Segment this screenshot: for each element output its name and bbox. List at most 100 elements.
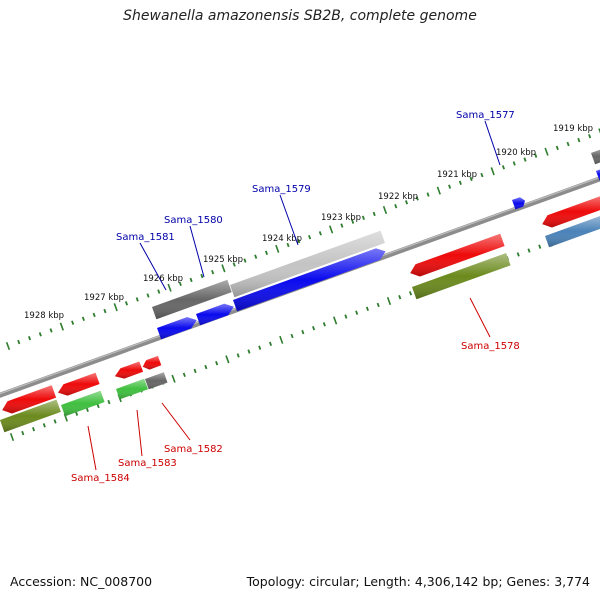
gene-sama-1583-green[interactable] [116, 378, 148, 400]
genome-stats: Topology: circular; Length: 4,306,142 bp… [246, 574, 590, 589]
outer-tick [544, 147, 549, 156]
gene-label-bottom[interactable]: Sama_1578 [461, 341, 520, 352]
label-leader-line [161, 402, 191, 441]
outer-tick [59, 322, 64, 331]
inner-tick [290, 333, 294, 339]
gene-labels: Sama_1581 Sama_1580 Sama_1579 Sama_1577 Sama… [71, 110, 520, 484]
gene-1577-steel[interactable] [545, 216, 600, 248]
outer-tick [490, 167, 495, 176]
kbp-label: 1919 kbp [553, 124, 593, 134]
gene-sama-1584-red[interactable] [2, 385, 57, 414]
gene-sama-1577[interactable] [512, 197, 525, 210]
inner-tick [21, 430, 25, 436]
outer-tick [436, 186, 441, 195]
outer-tick [103, 308, 107, 314]
inner-tick [408, 291, 413, 296]
outer-tick [512, 161, 516, 166]
outer-tick [221, 264, 226, 273]
outer-tick [113, 303, 118, 312]
gene-sama-1578[interactable] [410, 233, 505, 277]
label-leader-line [484, 120, 501, 166]
gene-sama-1582-red[interactable] [142, 355, 162, 370]
outer-tick [566, 141, 570, 147]
gene-label-top[interactable]: Sama_1581 [116, 232, 175, 243]
inner-tick [538, 244, 542, 249]
gene-sama-1583-red[interactable] [114, 361, 144, 379]
outer-tick [146, 293, 150, 298]
gene-1576-blue[interactable] [596, 169, 600, 181]
gene-sama-1582-dark[interactable] [145, 372, 168, 390]
outer-tick [71, 320, 75, 325]
gene-label-bottom[interactable]: Sama_1583 [118, 458, 177, 469]
gene-sama-1584b-red[interactable] [58, 372, 100, 396]
inner-tick [527, 248, 531, 253]
inner-tick [204, 364, 208, 370]
inner-tick [75, 411, 79, 416]
gene-label-bottom[interactable]: Sama_1582 [164, 444, 223, 455]
label-leader-line [189, 225, 205, 278]
inner-tick [355, 310, 359, 315]
outer-tick [308, 235, 312, 240]
outer-tick [28, 336, 32, 341]
outer-tick [17, 339, 21, 345]
outer-tick [81, 316, 85, 321]
inner-tick [85, 407, 89, 412]
label-leader-line [469, 297, 491, 338]
inner-tick [171, 374, 176, 383]
gene-1576-dark[interactable] [591, 148, 600, 165]
gene-label-bottom[interactable]: Sama_1584 [71, 473, 130, 484]
gene-sama-1581[interactable] [157, 317, 197, 340]
outer-tick [178, 281, 182, 287]
outer-tick [211, 270, 215, 275]
outer-tick [124, 301, 129, 306]
inner-tick [398, 294, 402, 300]
outer-tick [588, 134, 592, 139]
outer-tick [264, 250, 269, 255]
outer-tick [329, 225, 334, 234]
inner-tick [193, 368, 197, 374]
outer-tick [340, 223, 344, 228]
outer-tick [577, 137, 581, 143]
outer-tick [49, 328, 53, 333]
kbp-label: 1924 kbp [262, 234, 302, 244]
outer-tick-track [5, 128, 600, 351]
inner-tick [247, 349, 251, 354]
gene-label-top[interactable]: Sama_1577 [456, 110, 515, 121]
inner-tick [322, 322, 326, 327]
outer-tick [361, 215, 365, 220]
outer-tick [286, 242, 290, 248]
outer-tick [135, 297, 139, 302]
gene-sama-1580-light[interactable] [230, 230, 385, 298]
gene-sama-1579[interactable] [233, 248, 386, 312]
outer-tick [254, 254, 258, 259]
gene-label-top[interactable]: Sama_1580 [164, 215, 223, 226]
outer-tick [523, 157, 527, 162]
gene-sama-1584-olive[interactable] [0, 399, 61, 433]
gene-sama-1580[interactable] [196, 303, 234, 326]
inner-tick [376, 302, 380, 308]
accession-label: Accession: NC_008700 [10, 574, 153, 589]
outer-tick [275, 244, 280, 253]
inner-tick [225, 355, 230, 364]
gene-sama-1578-olive[interactable] [412, 253, 511, 300]
inner-tick [279, 335, 284, 344]
outer-tick [469, 176, 473, 182]
outer-tick [501, 165, 505, 170]
outer-tick [38, 332, 42, 337]
gene-label-top[interactable]: Sama_1579 [252, 184, 311, 195]
gene-sama-1581-dark[interactable] [152, 279, 232, 320]
gene-sama-1584-green[interactable] [61, 390, 105, 417]
kbp-label: 1923 kbp [321, 213, 361, 223]
outer-tick [534, 153, 538, 158]
kbp-label: 1920 kbp [496, 148, 536, 158]
outer-tick [297, 238, 301, 244]
outer-tick [351, 219, 355, 224]
kbp-label: 1922 kbp [378, 192, 418, 202]
outer-tick [318, 231, 322, 236]
outer-tick [372, 211, 376, 217]
gene-1577b-red[interactable] [542, 196, 600, 228]
inner-tick [107, 399, 111, 405]
outer-tick [458, 180, 462, 186]
inner-tick [9, 432, 15, 442]
